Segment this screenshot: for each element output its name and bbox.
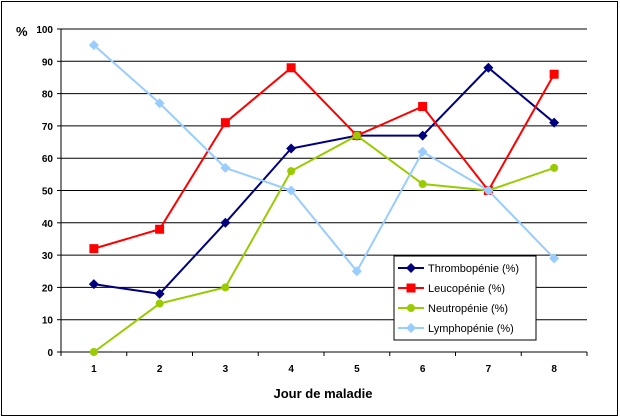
y-tick-label-40: 40 <box>42 219 54 230</box>
x-tick-label-3: 3 <box>223 364 229 375</box>
series-0-point-4 <box>286 143 297 154</box>
x-tick-label-2: 2 <box>157 364 163 375</box>
series-0-point-7 <box>483 62 494 73</box>
y-tick-label-10: 10 <box>42 316 54 327</box>
y-tick-label-80: 80 <box>42 90 54 101</box>
x-tick-label-4: 4 <box>288 364 294 375</box>
series-2-point-3 <box>221 283 230 292</box>
series-group <box>88 40 560 356</box>
legend-box <box>393 255 537 341</box>
x-tick-label-6: 6 <box>420 364 426 375</box>
y-tick-label-70: 70 <box>42 122 54 133</box>
series-3-point-1 <box>88 40 99 51</box>
series-line-2 <box>93 134 555 353</box>
series-1-point-6 <box>418 102 428 112</box>
series-2-point-5 <box>352 131 361 140</box>
legend-marker-2 <box>407 304 415 312</box>
legend-marker-3 <box>406 323 416 333</box>
legend-label-1: Leucopénie (%) <box>428 283 505 295</box>
series-3-point-5 <box>351 266 362 277</box>
series-1-point-4 <box>286 63 296 73</box>
series-0-point-8 <box>549 117 560 128</box>
series-2-point-2 <box>155 299 164 308</box>
x-axis-label: Jour de maladie <box>274 386 373 401</box>
series-line-1 <box>93 66 555 250</box>
series-line-0 <box>93 66 555 295</box>
legend-label-3: Lymphopénie (%) <box>428 323 514 335</box>
y-tick-label-60: 60 <box>42 154 54 165</box>
x-tick-label-7: 7 <box>486 364 492 375</box>
series-1-point-2 <box>155 224 165 234</box>
legend-label-2: Neutropénie (%) <box>428 303 508 315</box>
series-2 <box>89 131 559 356</box>
series-0-point-2 <box>154 288 165 299</box>
series-2-point-4 <box>287 167 296 176</box>
series-3-point-8 <box>549 253 560 264</box>
y-tick-label-90: 90 <box>42 57 54 68</box>
series-0-point-1 <box>88 279 99 290</box>
y-tick-label-20: 20 <box>42 283 54 294</box>
y-tick-label-50: 50 <box>42 187 54 198</box>
series-2-point-8 <box>550 163 559 172</box>
x-tick-labels: 1 2 3 4 5 6 7 8 <box>91 364 557 375</box>
series-3-point-6 <box>417 146 428 157</box>
x-tick-label-1: 1 <box>91 364 97 375</box>
legend: Thrombopénie (%) Leucopénie (%) Neutropéni… <box>393 255 537 341</box>
series-line-3 <box>93 44 555 274</box>
y-tick-label-30: 30 <box>42 251 54 262</box>
axes <box>57 28 588 356</box>
series-1-point-8 <box>549 69 559 79</box>
series-3-point-4 <box>286 185 297 196</box>
y-axis-label: % <box>16 24 28 39</box>
series-2-point-1 <box>89 348 98 356</box>
y-tick-label-100: 100 <box>36 25 53 36</box>
x-tick-label-8: 8 <box>551 364 557 375</box>
series-3-point-7 <box>483 185 494 196</box>
y-tick-labels: 0 10 20 30 40 50 60 70 80 90 100 <box>36 25 53 359</box>
series-3-point-3 <box>220 162 231 173</box>
series-3 <box>88 40 560 277</box>
series-0-point-6 <box>417 130 428 141</box>
legend-label-0: Thrombopénie (%) <box>428 263 519 275</box>
series-1-point-3 <box>220 118 230 128</box>
series-2-point-6 <box>418 180 427 189</box>
series-3-point-2 <box>154 98 165 109</box>
legend-marker-1 <box>406 283 416 293</box>
y-tick-label-0: 0 <box>47 348 53 359</box>
legend-marker-0 <box>406 263 416 273</box>
series-0-point-3 <box>220 217 231 228</box>
series-1-point-1 <box>89 244 99 254</box>
x-tick-label-5: 5 <box>354 364 360 375</box>
